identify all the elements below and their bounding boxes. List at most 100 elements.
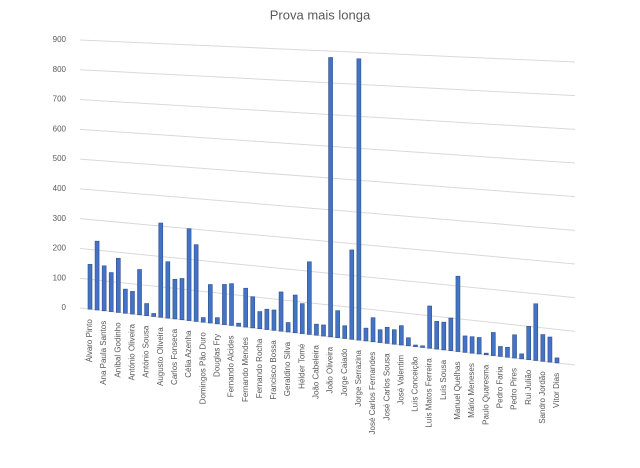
y-tick-label: 0 (62, 303, 67, 312)
x-tick-label: Luís Conceição (411, 356, 420, 412)
y-tick-label: 600 (53, 124, 67, 133)
bar (540, 334, 546, 362)
bar (151, 313, 156, 317)
bar (476, 337, 482, 355)
bar (158, 222, 164, 318)
bar (349, 249, 355, 340)
bar (207, 284, 213, 324)
y-tick-label: 500 (53, 154, 67, 163)
bar (420, 345, 425, 348)
bar (328, 57, 333, 338)
x-tick-label: Geraldino Silva (283, 341, 292, 396)
x-tick-label: Manuel Quelhas (453, 362, 462, 420)
bar (236, 322, 241, 327)
x-tick-label: Douglas Fry (212, 334, 221, 377)
bar (222, 284, 227, 325)
x-tick-label: Fernando Rocha (255, 338, 264, 398)
grid-line (79, 69, 576, 97)
bar (441, 321, 447, 351)
y-tick-label: 400 (53, 184, 67, 193)
x-tick-label: João Oliveira (326, 346, 335, 393)
bar (278, 291, 284, 332)
x-tick-label: Ana Paula Santos (99, 321, 108, 385)
bar (144, 303, 149, 316)
x-tick-label: Aníbal Godinho (113, 322, 122, 378)
bar (505, 346, 510, 358)
grid-line (79, 188, 576, 231)
x-tick-label: José Carlos Sousa (382, 353, 391, 421)
x-tick-label: Domingos Pão Duro (198, 332, 207, 405)
bar (186, 228, 192, 321)
bar (462, 335, 468, 353)
x-tick-label: Jorge Caiado (340, 348, 349, 396)
x-tick-label: Vítor Dias (552, 373, 561, 408)
x-tick-label: Augusto Oliveira (156, 327, 165, 386)
x-tick-label: Pedro Faria (496, 366, 505, 408)
bar (469, 336, 475, 354)
bar (193, 244, 199, 322)
x-tick-label: Fernando Mendes (241, 337, 250, 402)
bar (314, 323, 319, 336)
x-tick-label: João Cabeleira (312, 345, 321, 399)
bar (519, 353, 524, 360)
grid-line (79, 158, 576, 198)
bar (512, 334, 517, 359)
bar (335, 310, 340, 338)
bar (257, 311, 263, 330)
bar (377, 329, 383, 343)
chart-title: Prova mais longa (270, 7, 371, 22)
grid-line (79, 39, 576, 63)
y-tick-label: 900 (53, 35, 67, 44)
x-tick-label: Francisco Bossa (269, 340, 278, 400)
bar (215, 317, 220, 325)
x-tick-label: Álvaro Pinto (85, 319, 94, 363)
bar (533, 303, 539, 361)
bar (307, 261, 312, 335)
bar (130, 291, 135, 315)
x-tick-label: Carlos Fonseca (170, 328, 179, 385)
bar (483, 352, 489, 356)
bar (292, 294, 298, 334)
bar (271, 309, 277, 331)
bar (363, 327, 369, 342)
bar (370, 317, 376, 343)
x-tick-label: Sandro Jordão (538, 371, 547, 424)
y-tick-label: 200 (53, 244, 67, 253)
bar (137, 269, 142, 316)
bar (342, 325, 348, 339)
bar (427, 305, 432, 349)
bar (101, 265, 107, 312)
bar (448, 317, 454, 352)
bar (356, 58, 362, 341)
y-tick-label: 300 (53, 214, 67, 223)
x-tick-label: Hélder Tomé (297, 343, 306, 389)
bar (413, 344, 418, 347)
bar (491, 332, 496, 356)
x-tick-label: Pedro Pires (510, 368, 519, 410)
bar (455, 275, 461, 352)
bar (200, 317, 206, 323)
bar (384, 326, 390, 344)
grid-line (79, 277, 576, 332)
y-tick-label: 700 (53, 95, 67, 104)
x-tick-label: José Carlos Fernandes (368, 352, 377, 435)
x-tick-label: Luís Matos Ferreira (425, 358, 434, 428)
bar (554, 357, 560, 364)
grid-line (79, 218, 576, 265)
bar (165, 261, 171, 319)
x-tick-label: Célia Azenha (184, 330, 193, 378)
bar (172, 278, 178, 320)
x-tick-label: José Valentim (396, 355, 405, 405)
bar (434, 321, 440, 350)
bar (321, 324, 326, 337)
bar (299, 303, 305, 334)
bar (526, 326, 531, 360)
bar (229, 283, 234, 326)
bar (250, 296, 256, 329)
x-tick-label: Mário Meneses (467, 363, 476, 418)
y-tick-label: 100 (53, 273, 67, 282)
x-tick-label: Paulo Quaresma (481, 364, 490, 425)
x-tick-label: Rui Julião (524, 369, 533, 405)
bar (399, 325, 404, 346)
